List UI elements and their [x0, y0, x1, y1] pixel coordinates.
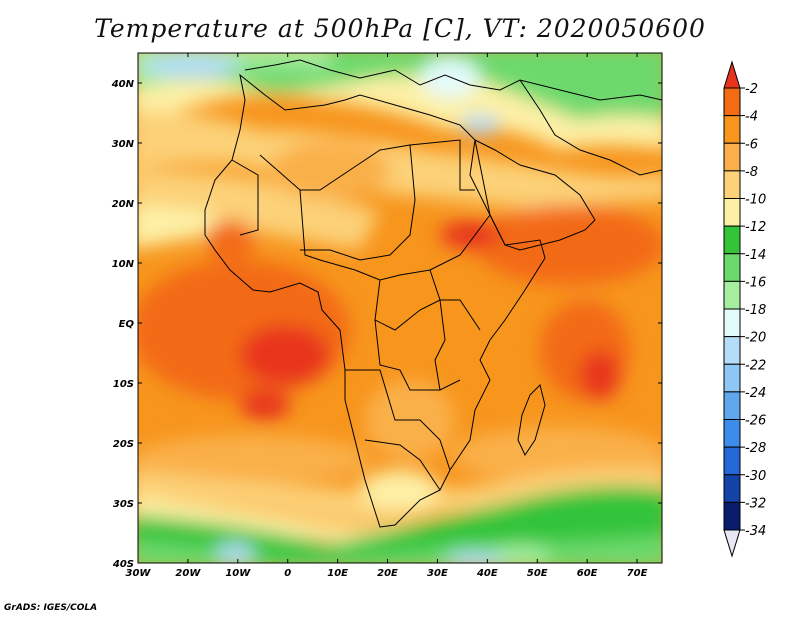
colorbar-label: -14: [745, 248, 766, 263]
colorbar-label: -8: [745, 165, 758, 180]
colorbar-swatch: [723, 198, 741, 227]
colorbar-label: -32: [745, 496, 766, 511]
colorbar-swatch: [723, 391, 741, 420]
colorbar-label: -20: [745, 331, 766, 346]
colorbar-swatch: [723, 336, 741, 365]
colorbar-swatch: [723, 363, 741, 393]
colorbar-label: -12: [745, 220, 766, 235]
colorbar-swatch: [723, 280, 741, 310]
lon-tick-label: 10E: [327, 568, 348, 579]
lat-tick-label: 10N: [112, 259, 135, 270]
lat-tick-label: EQ: [119, 319, 135, 330]
temperature-field: [138, 53, 662, 563]
colorbar-label: -2: [745, 82, 758, 97]
lon-tick-label: 30W: [126, 568, 152, 579]
colorbar-label: -28: [745, 441, 766, 456]
colorbar-label: -26: [745, 414, 766, 429]
lon-tick-label: 50E: [527, 568, 548, 579]
grads-credit: GrADS: IGES/COLA: [4, 603, 98, 613]
colorbar-swatch: [723, 501, 741, 531]
lat-tick-label: 20S: [113, 439, 134, 450]
lat-tick-label: 30S: [113, 499, 134, 510]
colorbar-label: -10: [745, 193, 766, 208]
lon-tick-label: 10W: [225, 568, 251, 579]
map-title: Temperature at 500hPa [C], VT: 202005060…: [94, 14, 706, 43]
lon-tick-label: 40E: [476, 568, 498, 579]
lon-tick-label: 0: [284, 568, 291, 579]
colorbar-label: -30: [745, 469, 766, 484]
lat-tick-label: 10S: [113, 379, 134, 390]
colorbar-label: -6: [745, 137, 758, 152]
colorbar-swatch: [723, 446, 741, 476]
lon-tick-label: 20E: [377, 568, 398, 579]
lat-tick-label: 20N: [112, 199, 135, 210]
lon-tick-label: 20W: [175, 568, 201, 579]
colorbar-label: -16: [745, 275, 766, 290]
colorbar-swatch: [723, 87, 741, 117]
colorbar-label: -24: [745, 386, 766, 401]
colorbar-swatch: [723, 225, 741, 255]
lat-tick-label: 40N: [111, 79, 135, 90]
colorbar-swatch: [723, 170, 741, 199]
colorbar: -2 -4 -6 -8 -10 -12 -14 -16 -18 -20 -22 -24 -26 -28 -3…: [723, 60, 766, 558]
colorbar-swatch: [723, 474, 741, 503]
colorbar-label: -4: [745, 110, 758, 125]
colorbar-label: -34: [745, 524, 766, 539]
colorbar-swatch: [723, 419, 741, 448]
colorbar-bottom-arrow: [723, 529, 741, 558]
colorbar-label: -18: [745, 303, 766, 318]
longitude-axis: 30W 20W 10W 0 10E 20E 30E 40E 50E 60E 70E: [126, 53, 648, 579]
lat-tick-label: 40S: [112, 559, 134, 570]
colorbar-swatch: [723, 253, 741, 282]
lon-tick-label: 70E: [627, 568, 648, 579]
colorbar-label: -22: [745, 358, 766, 373]
coastlines: [204, 59, 662, 528]
colorbar-top-arrow: [723, 60, 741, 89]
lon-tick-label: 60E: [577, 568, 598, 579]
colorbar-swatch: [723, 142, 741, 172]
map-border: [137, 52, 663, 564]
lon-tick-label: 30E: [427, 568, 448, 579]
colorbar-swatch: [723, 115, 741, 144]
colorbar-swatch: [723, 308, 741, 338]
latitude-axis: 40N 30N 20N 10N EQ 10S 20S 30S 40S: [111, 79, 662, 570]
lat-tick-label: 30N: [112, 139, 135, 150]
